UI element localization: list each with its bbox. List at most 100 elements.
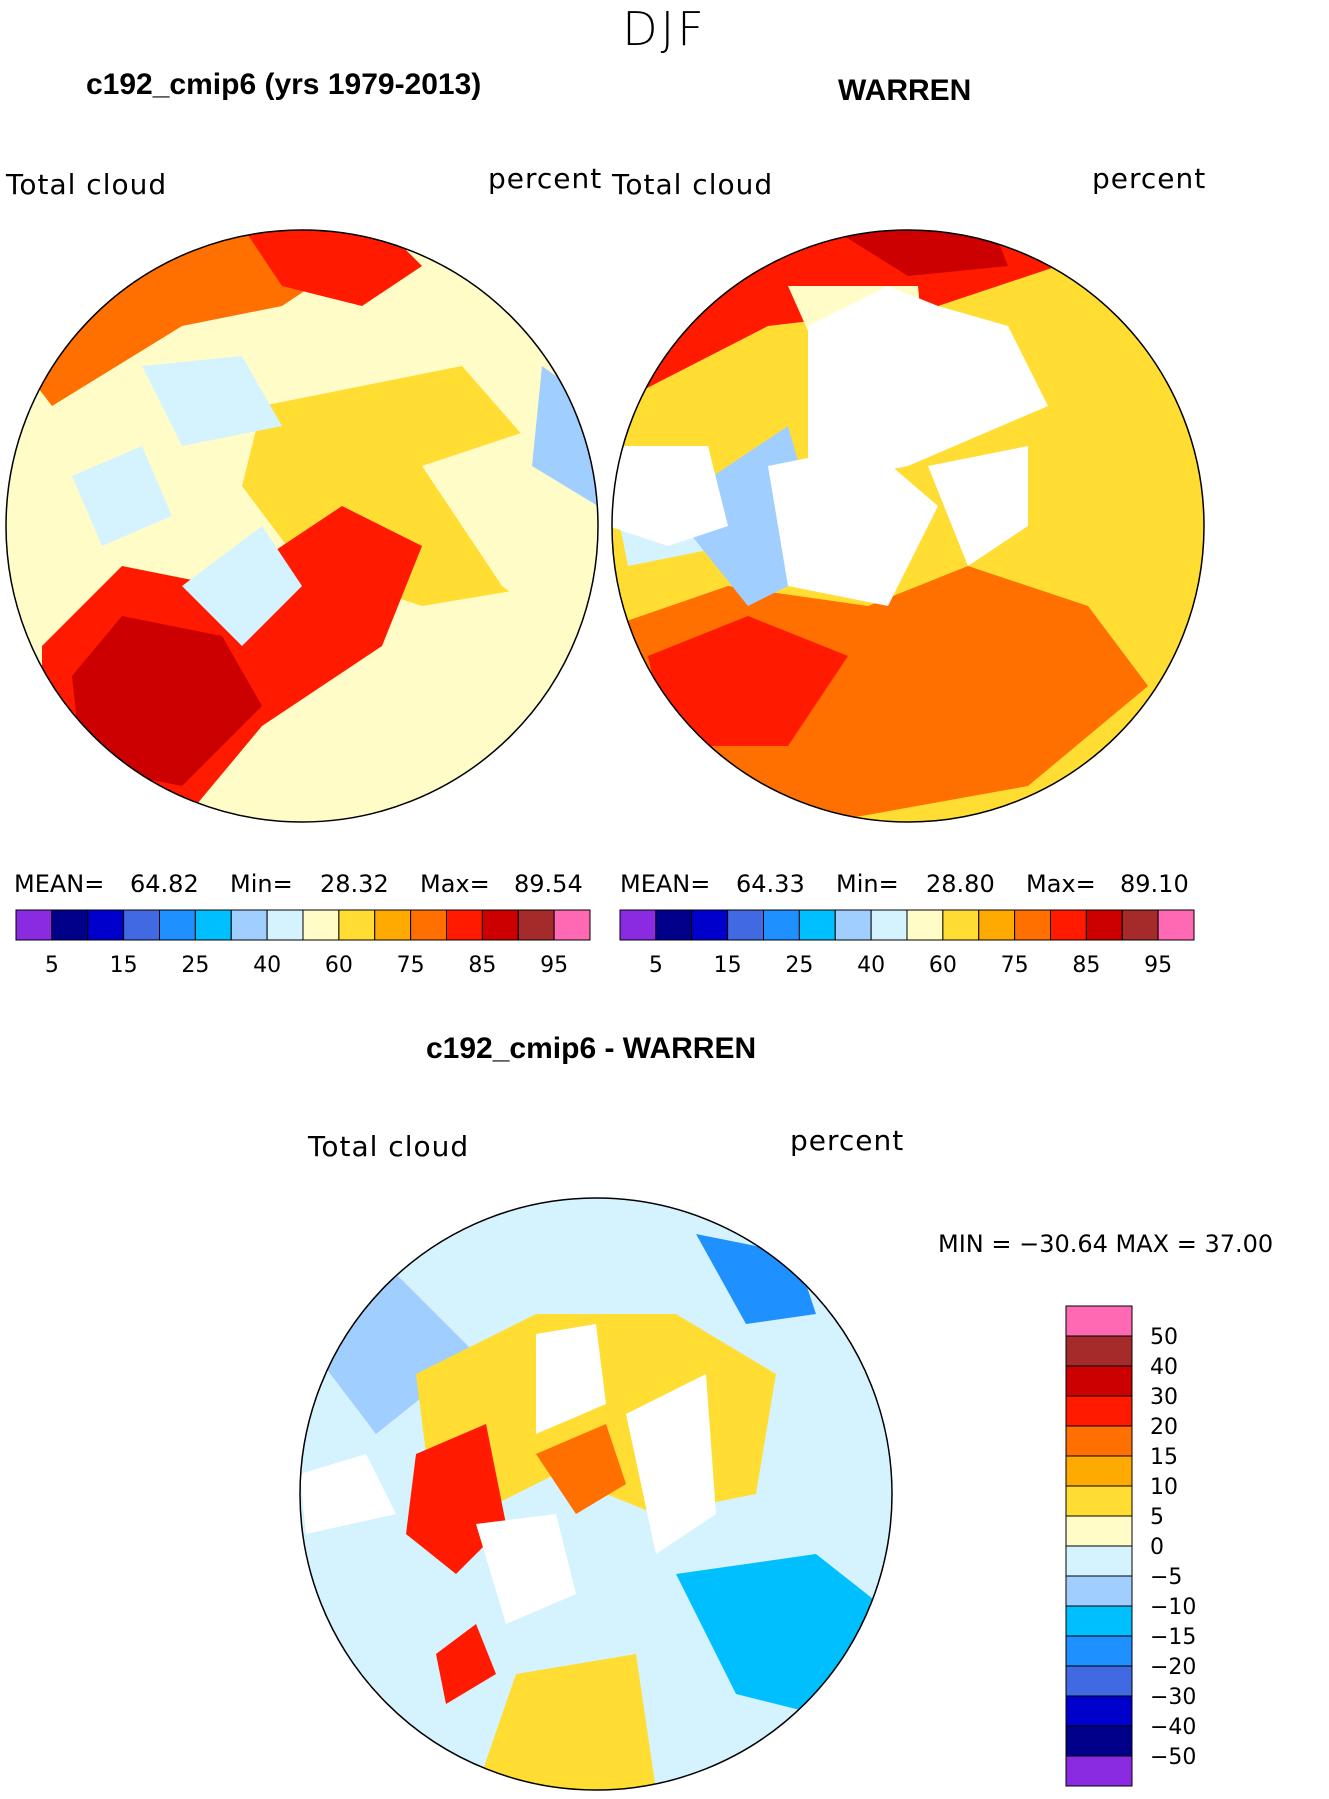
map2-missing-siberia	[928, 446, 1028, 566]
panel-1-min-value: 28.32	[320, 870, 389, 898]
panel-1-colorbar-swatch	[194, 909, 232, 941]
map-panel-3	[300, 1198, 892, 1790]
panel-2-colorbar-swatch	[619, 909, 657, 941]
panel-2-min-value: 28.80	[926, 870, 995, 898]
panel-3-colorbar-swatch	[1065, 1395, 1133, 1427]
panel-3-colorbar-tick-label: −5	[1150, 1565, 1182, 1590]
map1-field-greenland	[182, 526, 302, 646]
panel-1-colorbar-swatch	[338, 909, 376, 941]
panel-2-colorbar-swatch	[906, 909, 944, 941]
panel-1-colorbar-swatch	[123, 909, 160, 941]
panel-3-colorbar-swatch	[1065, 1635, 1133, 1667]
panel-1-colorbar-tick-label: 25	[181, 953, 209, 978]
panel-2-max-label: Max=	[1026, 870, 1096, 898]
map3-missing-siberia	[626, 1374, 716, 1554]
panel-2-colorbar-tick-label: 60	[929, 953, 957, 978]
panel-3-colorbar-tick-label: −10	[1150, 1595, 1196, 1620]
panel-3-colorbar-swatch	[1065, 1695, 1133, 1727]
panel-2-title: WARREN	[838, 74, 972, 107]
panel-2-colorbar-tick-label: 85	[1072, 953, 1100, 978]
map1-field-hudson	[72, 446, 172, 546]
panel-2-units-label: percent	[1092, 162, 1207, 195]
panel-3-colorbar-swatch	[1065, 1365, 1133, 1397]
panel-3-colorbar-tick-label: −15	[1150, 1625, 1196, 1650]
panel-2-mean-value: 64.33	[736, 870, 805, 898]
panel-3-colorbar-tick-label: 15	[1150, 1445, 1178, 1470]
panel-3-colorbar-tick-label: 30	[1150, 1385, 1178, 1410]
panel-2-colorbar-tick-label: 25	[785, 953, 813, 978]
panel-2-variable-label: Total cloud	[612, 168, 774, 201]
figure-title: DJF	[622, 2, 707, 56]
panel-1-colorbar-swatch	[159, 909, 196, 941]
panel-3-colorbar-tick-label: −50	[1150, 1745, 1196, 1770]
panel-3-colorbar-tick-label: 20	[1150, 1415, 1178, 1440]
panel-2-colorbar-swatch	[655, 909, 693, 941]
panel-2-colorbar-tick-label: 15	[714, 953, 742, 978]
map3-field-pole	[536, 1424, 626, 1514]
map3-field-atlantic	[476, 1654, 656, 1790]
panel-3-units-label: percent	[790, 1124, 905, 1157]
panel-2-colorbar-swatch	[942, 909, 980, 941]
panel-3-colorbar-swatch	[1065, 1485, 1133, 1517]
panel-3-colorbar-swatch	[1065, 1425, 1133, 1457]
map2-missing-greenland	[768, 446, 938, 606]
panel-2-min-label: Min=	[836, 870, 899, 898]
panel-2-colorbar-swatch	[1085, 909, 1123, 941]
panel-2-colorbar-swatch	[978, 909, 1016, 941]
map3-missing-west	[300, 1454, 396, 1534]
panel-3-colorbar-swatch	[1065, 1575, 1133, 1607]
map1-field-pacific	[6, 230, 342, 406]
panel-1-colorbar-swatch	[374, 909, 412, 941]
map-panel-1	[6, 230, 598, 822]
panel-3-colorbar-tick-label: 50	[1150, 1325, 1178, 1350]
panel-2-max-value: 89.10	[1120, 870, 1189, 898]
panel-2-colorbar-swatch	[798, 909, 836, 941]
panel-1-colorbar-swatch	[230, 909, 268, 941]
panel-1-max-label: Max=	[420, 870, 490, 898]
map2-missing-west	[612, 446, 728, 546]
panel-1-colorbar-tick-label: 95	[540, 953, 568, 978]
panel-2-colorbar-swatch	[834, 909, 872, 941]
panel-2-colorbar-tick-label: 95	[1144, 953, 1172, 978]
panel-3-colorbar-swatch	[1065, 1725, 1133, 1757]
panel-3-colorbar-swatch	[1065, 1605, 1133, 1637]
panel-3-colorbar-tick-label: 10	[1150, 1475, 1178, 1500]
panel-3-colorbar-tick-label: 40	[1150, 1355, 1178, 1380]
panel-3-colorbar-tick-label: −20	[1150, 1655, 1196, 1680]
panel-1-colorbar-swatch	[517, 909, 555, 941]
panel-1-colorbar-swatch	[15, 909, 53, 941]
panel-1-units-label: percent	[488, 162, 603, 195]
panel-2-colorbar-swatch	[1014, 909, 1051, 941]
panel-1-colorbar-tick-label: 60	[325, 953, 353, 978]
panel-1-max-value: 89.54	[514, 870, 583, 898]
panel-1-title: c192_cmip6 (yrs 1979-2013)	[86, 68, 482, 101]
panel-2-colorbar-tick-label: 40	[857, 953, 885, 978]
panel-3-colorbar-tick-label: −40	[1150, 1715, 1196, 1740]
map1-border	[5, 229, 599, 823]
panel-3-colorbar-swatch	[1065, 1755, 1133, 1787]
panel-1-colorbar-swatch	[553, 909, 591, 941]
panel-3-variable-label: Total cloud	[308, 1130, 470, 1163]
map1-field-canada	[142, 356, 282, 446]
map3-missing-arctic-north	[536, 1324, 606, 1434]
panel-2-colorbar-swatch	[1050, 909, 1087, 941]
panel-3-colorbar-swatch	[1065, 1455, 1133, 1487]
panel-2-colorbar-tick-label: 75	[1001, 953, 1029, 978]
map2-border	[611, 229, 1205, 823]
panel-1-colorbar-tick-label: 5	[45, 953, 59, 978]
map3-field-baffin	[436, 1624, 496, 1704]
panel-1-min-label: Min=	[230, 870, 293, 898]
panel-1-colorbar-tick-label: 40	[253, 953, 281, 978]
panel-3-colorbar-swatch	[1065, 1335, 1133, 1367]
panel-2-colorbar-tick-label: 5	[649, 953, 663, 978]
panel-3-minmax-text: MIN = −30.64 MAX = 37.00	[938, 1230, 1274, 1258]
map3-border	[299, 1197, 893, 1791]
panel-1-colorbar-swatch	[51, 909, 89, 941]
panel-3-colorbar-tick-label: 0	[1150, 1535, 1164, 1560]
panel-3-colorbar-swatch	[1065, 1545, 1133, 1577]
panel-3-colorbar-tick-label: 5	[1150, 1505, 1164, 1530]
panel-1-colorbar-swatch	[446, 909, 483, 941]
panel-2-colorbar-swatch	[1121, 909, 1159, 941]
panel-1-colorbar-swatch	[87, 909, 125, 941]
panel-3-colorbar-swatch	[1065, 1515, 1133, 1547]
